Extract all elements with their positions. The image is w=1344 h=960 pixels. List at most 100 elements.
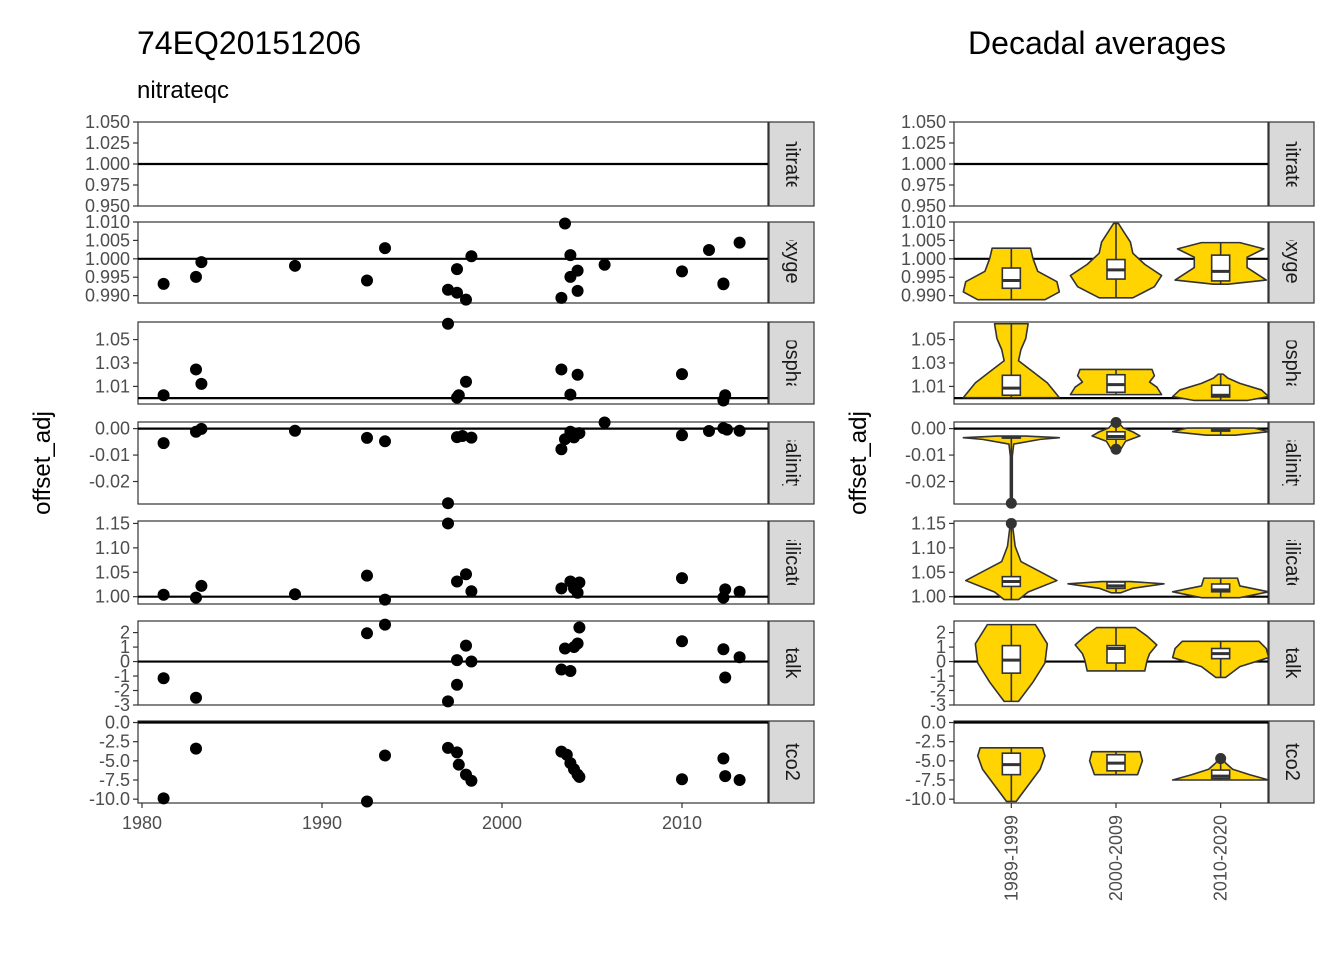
x-tick-label-2010-2020: 2010-2020: [1211, 815, 1231, 901]
data-point: [559, 642, 571, 655]
right-talk-y-tick-label: -2: [930, 681, 946, 701]
data-point: [573, 621, 586, 634]
data-point: [442, 695, 454, 708]
data-point: [442, 283, 454, 296]
box-outlier: [1005, 497, 1017, 509]
data-point: [379, 749, 391, 762]
data-point: [361, 274, 373, 287]
left-chart-title: 74EQ20151206: [137, 25, 361, 61]
data-point: [361, 795, 373, 808]
facet-silicate: silicate 1.00 1.05 1.10 1.15: [95, 513, 815, 607]
data-point: [157, 672, 170, 685]
left-nitrate-y-tick-label: 1.025: [85, 133, 130, 153]
left-oxygen-y-tick-label: 0.995: [85, 267, 130, 287]
box-outlier: [1215, 753, 1227, 765]
data-point: [190, 270, 202, 283]
data-point: [571, 368, 584, 381]
data-point: [460, 375, 472, 388]
right-tco2-y-tick-label: -10.0: [905, 789, 946, 809]
box-iqr: [1210, 769, 1231, 780]
right-nitrate-y-tick-label: 1.050: [901, 112, 946, 132]
left-tco2-y-tick-label: -2.5: [99, 732, 130, 752]
data-point: [676, 265, 688, 278]
left-silicate-panel-border: [137, 520, 769, 605]
left-tco2-strip-tco2: [768, 720, 815, 804]
data-point: [733, 651, 746, 664]
right-nitrate-strip-label-nitrate: nitrate: [1281, 136, 1303, 192]
right-oxygen-y-tick-label: 0.990: [901, 286, 946, 306]
left-talk-strip-talk: [768, 620, 815, 706]
data-point: [573, 770, 586, 783]
left-talk-y-tick-label: -3: [114, 695, 130, 715]
data-point: [719, 770, 732, 783]
right-salinity-y-tick-label: -0.02: [905, 472, 946, 492]
right-salinity-strip-salinity: [1268, 421, 1315, 505]
right-talk-strip-talk: [1268, 620, 1315, 706]
left-phosphate-y-tick-label: 1.01: [95, 376, 130, 396]
box-outlier: [1110, 417, 1122, 429]
data-point: [451, 746, 463, 759]
right-oxygen-y-tick-label: 1.005: [901, 230, 946, 250]
right-talk-strip-label-talk: talk: [1281, 647, 1303, 679]
left-silicate-y-tick-label: 1.05: [95, 562, 130, 582]
right-phosphate-y-tick-label: 1.03: [911, 353, 946, 373]
left-phosphate-strip-label-phosphate: phosphate: [781, 316, 803, 409]
data-point: [460, 293, 472, 306]
data-point: [564, 664, 577, 677]
data-point: [195, 579, 208, 592]
data-point: [190, 691, 202, 704]
data-point: [555, 443, 568, 456]
data-point: [157, 792, 170, 805]
left-silicate-strip-label-silicate: silicate: [781, 532, 803, 593]
x-tick-label-2000-2009: 2000-2009: [1106, 815, 1126, 901]
left-nitrate-strip-nitrate: [768, 121, 815, 207]
right-phosphate-strip-phosphate: [1268, 321, 1315, 405]
data-point: [465, 431, 478, 444]
data-point: [460, 568, 472, 581]
data-point: [571, 284, 584, 297]
left-tco2-y-tick-label: -5.0: [99, 751, 130, 771]
right-oxygen-y-tick-label: 1.000: [901, 249, 946, 269]
data-point: [733, 424, 746, 437]
data-point: [719, 583, 732, 596]
right-tco2-strip-tco2: [1268, 720, 1315, 804]
data-point: [559, 217, 571, 230]
violin-facet-salinity: salinity -0.02 -0.01 0.00: [905, 417, 1315, 509]
data-point: [598, 258, 611, 271]
data-point: [555, 363, 568, 376]
box-iqr: [1210, 583, 1231, 593]
left-tco2-y-tick-label: -7.5: [99, 770, 130, 790]
left-oxygen-y-tick-label: 1.005: [85, 230, 130, 250]
left-salinity-y-tick-label: -0.01: [89, 445, 130, 465]
data-point: [195, 422, 208, 435]
data-point: [555, 582, 568, 595]
facet-tco2: tco2 -10.0-7.5-5.0-2.50.0: [89, 713, 815, 809]
violin-facet-phosphate: phosphate 1.01 1.03 1.05: [911, 321, 1315, 405]
right-tco2-y-tick-label: -2.5: [915, 732, 946, 752]
data-point: [157, 389, 170, 402]
left-talk-y-tick-label: 1: [120, 637, 130, 657]
data-point: [733, 236, 746, 249]
box-iqr: [1210, 254, 1231, 282]
left-silicate-strip-silicate: [768, 520, 815, 605]
facet-salinity: salinity -0.02 -0.01 0.00: [89, 416, 815, 510]
left-talk-y-tick-label: 2: [120, 623, 130, 643]
right-nitrate-y-tick-label: 0.950: [901, 196, 946, 216]
left-salinity-strip-salinity: [768, 421, 815, 505]
right-salinity-y-tick-label: -0.01: [905, 445, 946, 465]
right-oxygen-y-tick-label: 0.995: [901, 267, 946, 287]
data-point: [451, 678, 463, 691]
violin-facet-silicate: silicate 1.00 1.05 1.10 1.15: [911, 513, 1315, 607]
left-silicate-y-tick-label: 1.10: [95, 538, 130, 558]
data-point: [289, 259, 301, 272]
data-point: [555, 291, 568, 304]
right-silicate-y-tick-label: 1.10: [911, 538, 946, 558]
data-point: [571, 586, 584, 599]
data-point: [452, 758, 465, 771]
data-point: [460, 639, 472, 652]
left-nitrate-y-tick-label: 1.050: [85, 112, 130, 132]
left-tco2-y-tick-label: -10.0: [89, 789, 130, 809]
